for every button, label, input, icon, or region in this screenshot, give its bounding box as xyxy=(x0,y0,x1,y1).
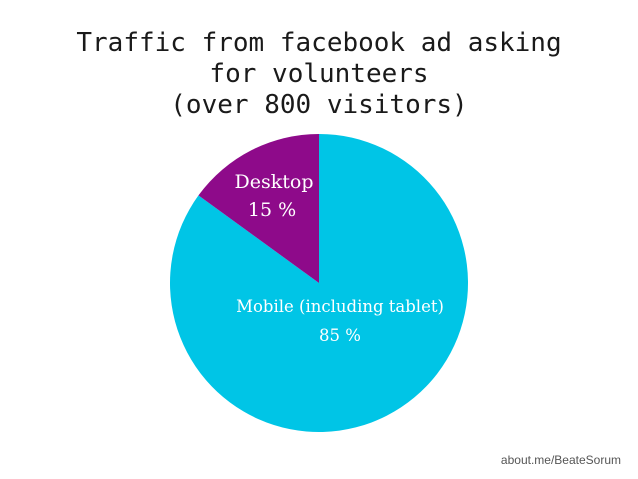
chart-title-line-1: Traffic from facebook ad asking xyxy=(76,28,562,58)
slice-label-mobile-name: Mobile (including tablet) xyxy=(236,297,444,316)
slice-label-desktop-value: 15 % xyxy=(248,199,296,221)
chart-title-line-3: (over 800 visitors) xyxy=(170,90,468,120)
pie-slice-mobile xyxy=(169,134,468,433)
slice-label-desktop-name: Desktop xyxy=(235,171,314,193)
chart-title-line-2: for volunteers xyxy=(209,59,429,89)
pie-slice-desktop xyxy=(198,134,319,283)
chart-title: Traffic from facebook ad asking for volu… xyxy=(0,28,638,121)
slice-label-mobile-value: 85 % xyxy=(319,326,361,345)
credit-link[interactable]: about.me/BeateSorum xyxy=(500,453,621,467)
